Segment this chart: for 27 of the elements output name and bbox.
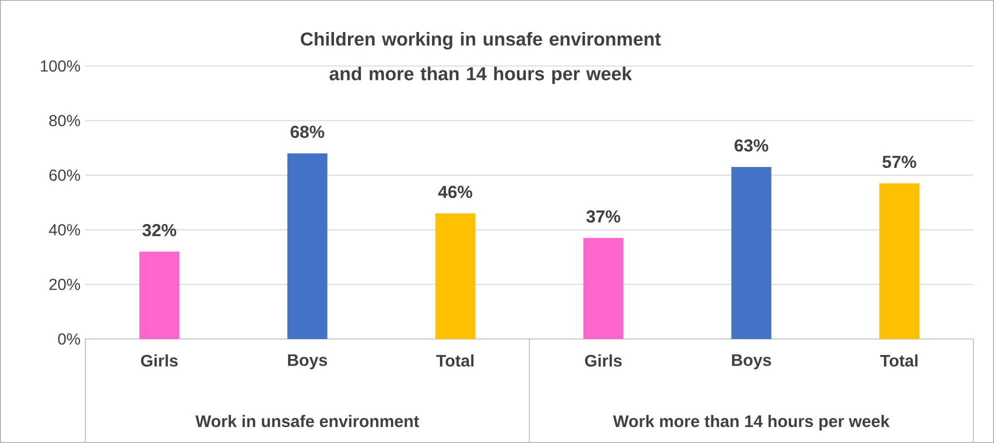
- y-tick-label: 20%: [49, 278, 80, 290]
- y-tick-label: 60%: [49, 170, 80, 181]
- data-label: 63%: [734, 139, 768, 152]
- bar: [731, 167, 772, 339]
- y-tick-label: 80%: [49, 114, 80, 126]
- data-label: 37%: [586, 210, 620, 223]
- text: Work more than 14 hours per week: [613, 414, 890, 430]
- data-label: 46%: [438, 186, 472, 198]
- chart-title: Children working in unsafe environment and more than 14 hours per week: [300, 32, 661, 84]
- text: Work in unsafe environment: [195, 414, 420, 428]
- y-tick-label: 40%: [48, 224, 80, 236]
- bar: [287, 153, 328, 339]
- data-label: 57%: [882, 156, 916, 168]
- y-tick-label: 100%: [40, 60, 80, 72]
- data-label: 68%: [290, 126, 324, 138]
- bar: [583, 238, 624, 339]
- x-tick-label: Girls: [141, 354, 178, 367]
- x-tick-label: Girls: [585, 354, 622, 367]
- bar: [435, 213, 476, 339]
- bar: [139, 252, 180, 339]
- x-tick-label: Boys: [288, 354, 328, 370]
- x-tick-label: Boys: [732, 354, 772, 370]
- bar: [879, 183, 920, 339]
- x-tick-label: Total: [436, 354, 474, 367]
- y-tick-label: 0%: [58, 333, 80, 345]
- x-tick-label: Total: [880, 354, 918, 367]
- data-label: 32%: [142, 224, 176, 236]
